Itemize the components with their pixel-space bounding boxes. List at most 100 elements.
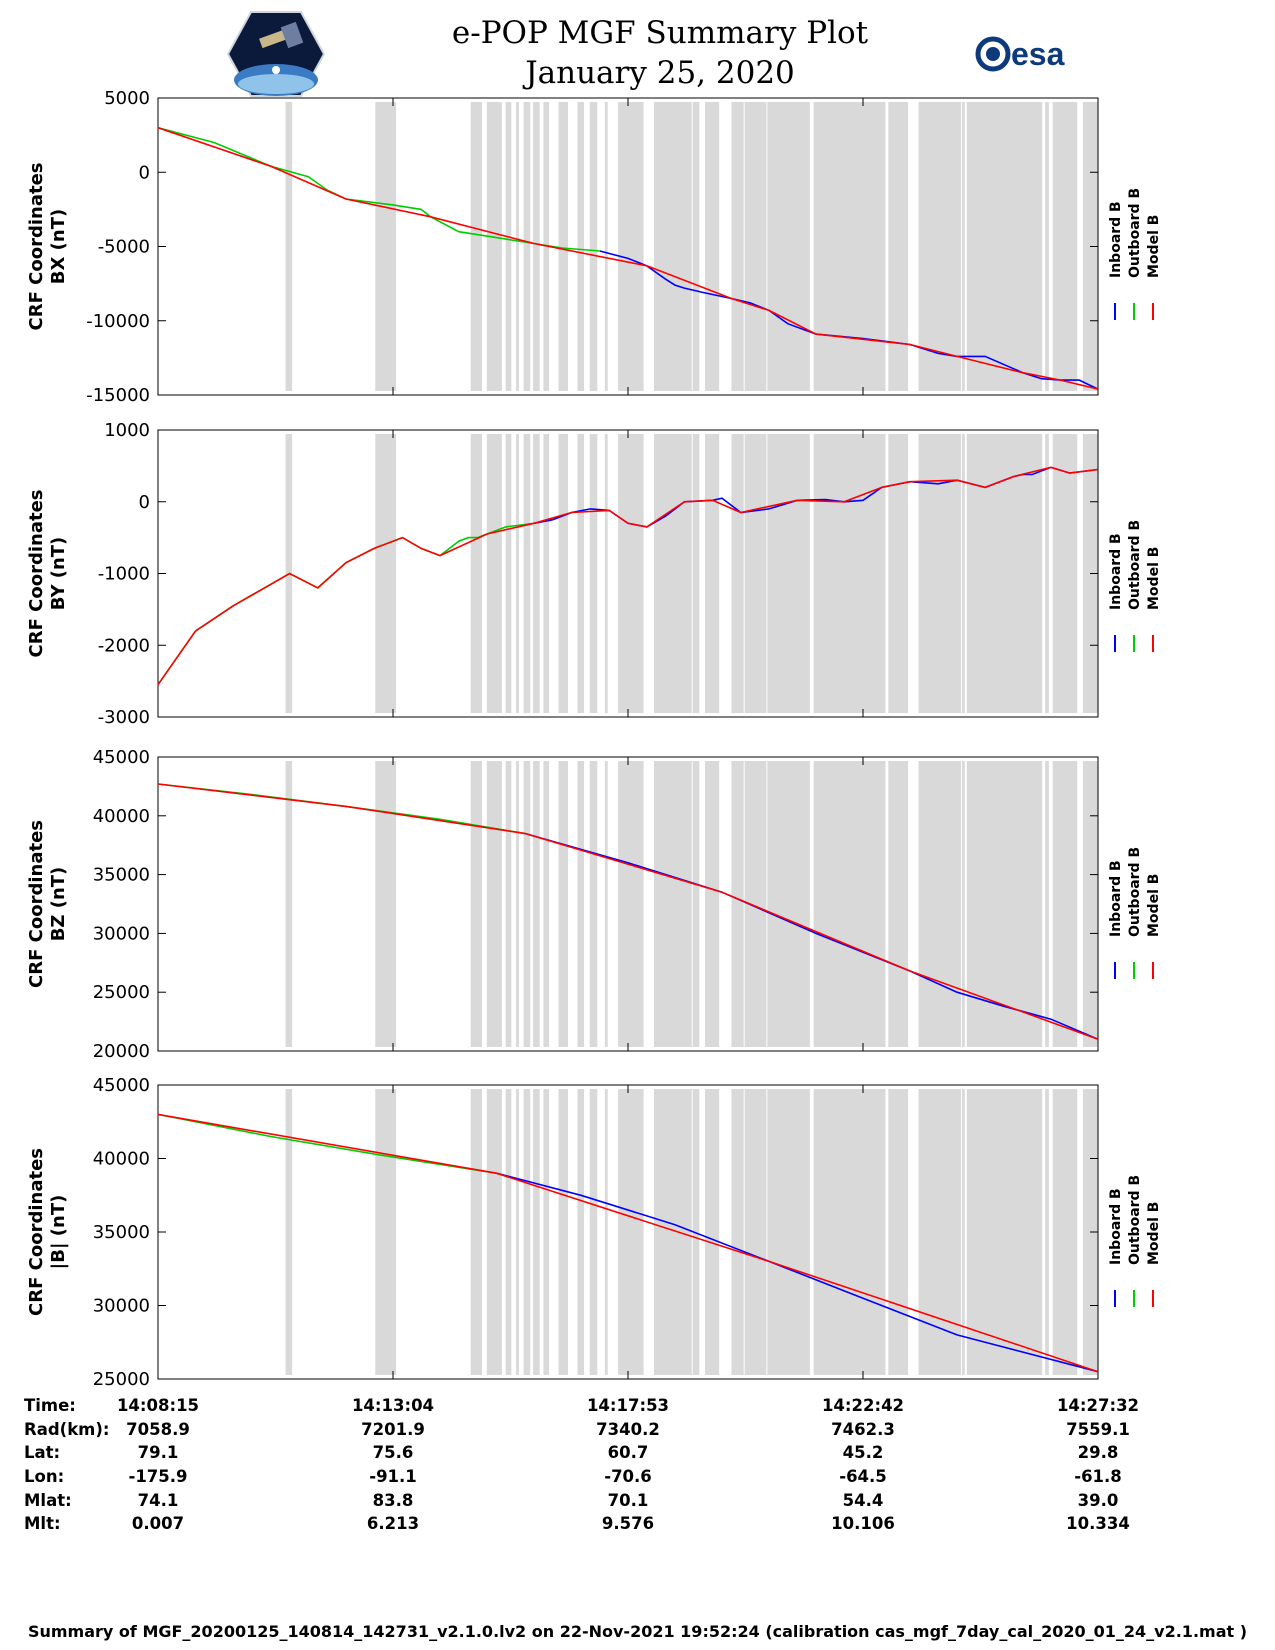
- data-gap-shade: [966, 1089, 1043, 1375]
- data-gap-shade: [505, 434, 512, 713]
- series-line-outboard-b: [157, 1113, 497, 1174]
- legend-label: Outboard B: [1127, 188, 1143, 278]
- y-tick-label: 40000: [93, 1149, 150, 1170]
- y-axis-label-line: |B| (nT): [48, 1195, 69, 1270]
- legend-label: Outboard B: [1127, 1175, 1143, 1265]
- data-gap-shade: [285, 761, 293, 1047]
- panel-1: 5000 0 -5000 -10000 -15000 CRF CoordinatesBX …: [26, 88, 1162, 406]
- data-gap-shade: [767, 761, 810, 1047]
- data-gap-shade: [653, 1089, 692, 1375]
- y-tick-label: 25000: [93, 982, 150, 1003]
- ephemeris-value: 14:13:04: [351, 1396, 435, 1415]
- y-axis-label: CRF CoordinatesBZ (nT): [26, 820, 69, 988]
- data-gap-shade: [961, 102, 965, 391]
- series-line-model-b: [157, 126, 1099, 390]
- data-gap-shade: [731, 434, 744, 713]
- data-gap-shade: [375, 102, 397, 391]
- legend-label: Inboard B: [1108, 860, 1124, 937]
- ephemeris-value: 0.007: [131, 1514, 185, 1533]
- y-tick-label: 40000: [93, 806, 150, 827]
- data-gap-shade: [888, 1089, 909, 1375]
- data-gap-shade: [543, 761, 550, 1047]
- legend-label: Model B: [1146, 874, 1162, 937]
- data-gap-shade: [558, 102, 569, 391]
- data-gap-shade: [618, 102, 644, 391]
- data-gap-shade: [813, 1089, 886, 1375]
- data-gap-shade: [618, 1089, 644, 1375]
- esa-logo-text: esa: [1011, 36, 1065, 72]
- data-gap-shade: [966, 102, 1043, 391]
- data-gap-shade: [505, 102, 512, 391]
- data-gap-shade: [533, 761, 540, 1047]
- data-gap-shade: [589, 1089, 598, 1375]
- ephemeris-row-label: Rad(km):: [24, 1420, 110, 1439]
- plot-date: January 25, 2020: [525, 55, 795, 91]
- y-tick-label: 45000: [93, 1075, 150, 1096]
- data-gap-shade: [543, 1089, 550, 1375]
- y-tick-label: -10000: [86, 311, 150, 332]
- y-tick-label: 0: [139, 162, 150, 183]
- y-tick-label: 20000: [93, 1041, 150, 1062]
- ephemeris-value: 29.8: [1077, 1443, 1119, 1462]
- data-gap-shade: [577, 434, 585, 713]
- panel-4: 45000 40000 35000 30000 25000 CRF Coordinates…: [26, 1075, 1162, 1390]
- panel-3: 45000 40000 35000 30000 25000 20000 CRF Coordi…: [26, 747, 1162, 1062]
- ephemeris-value: -70.6: [604, 1467, 652, 1486]
- ephemeris-value: 7058.9: [126, 1420, 190, 1439]
- footer-summary: Summary of MGF_20200125_140814_142731_v2…: [27, 1622, 1248, 1641]
- data-gap-shade: [692, 102, 700, 391]
- y-axis-label: CRF CoordinatesBY (nT): [26, 490, 69, 658]
- data-gap-shade: [704, 102, 720, 391]
- ephemeris-value: 70.1: [607, 1491, 649, 1510]
- data-gap-shade: [618, 434, 644, 713]
- series-line-model-b: [157, 1113, 1099, 1373]
- data-gap-shade: [813, 434, 886, 713]
- data-gap-shade: [589, 434, 598, 713]
- data-gap-shade: [375, 434, 397, 713]
- y-tick-label: -15000: [86, 385, 150, 406]
- ephemeris-row-label: Time:: [24, 1396, 76, 1415]
- ephemeris-value: 75.6: [372, 1443, 414, 1462]
- ephemeris-row-label: Mlat:: [24, 1491, 72, 1510]
- esa-logo: esa: [975, 36, 1065, 72]
- data-gap-shade: [966, 761, 1043, 1047]
- data-gap-shade: [486, 761, 502, 1047]
- data-gap-shade: [375, 1089, 397, 1375]
- ephemeris-value: 14:17:53: [586, 1396, 670, 1415]
- cassiope-mission-logo: [226, 11, 326, 97]
- data-gap-shade: [1045, 761, 1049, 1047]
- ephemeris-value: 10.106: [831, 1514, 895, 1533]
- data-gap-shade: [918, 761, 962, 1047]
- data-gap-shade: [966, 434, 1043, 713]
- y-tick-label: 1000: [104, 420, 150, 441]
- data-gap-shade: [533, 102, 540, 391]
- data-gap-shade: [470, 434, 483, 713]
- data-gap-shade: [918, 434, 962, 713]
- data-gap-shade: [523, 102, 531, 391]
- data-gap-shade: [1052, 761, 1078, 1047]
- data-gap-shade: [577, 1089, 585, 1375]
- data-gap-shade: [516, 102, 519, 391]
- data-gap-shade: [744, 761, 767, 1047]
- data-gap-shade: [604, 1089, 608, 1375]
- y-axis-label: CRF Coordinates|B| (nT): [26, 1148, 69, 1316]
- series-line-inboard-b: [599, 250, 1099, 390]
- data-gap-shade: [285, 102, 293, 391]
- y-axis-label-line: BX (nT): [48, 209, 69, 284]
- ephemeris-value: 14:22:42: [821, 1396, 905, 1415]
- data-gap-shade: [577, 761, 585, 1047]
- legend-label: Model B: [1146, 547, 1162, 610]
- data-gap-shade: [1082, 761, 1098, 1047]
- y-axis-label-line: CRF Coordinates: [26, 490, 47, 658]
- data-gap-shade: [653, 102, 692, 391]
- data-gap-shade: [767, 102, 810, 391]
- data-gap-shade: [744, 102, 767, 391]
- ephemeris-value: 6.213: [366, 1514, 420, 1533]
- data-gap-shade: [604, 434, 608, 713]
- y-tick-label: -1000: [98, 564, 150, 585]
- series-line-model-b: [157, 783, 1099, 1040]
- y-tick-label: 35000: [93, 865, 150, 886]
- ephemeris-row-label: Mlt:: [24, 1514, 61, 1533]
- data-gap-shade: [1052, 1089, 1078, 1375]
- data-gap-shade: [704, 761, 720, 1047]
